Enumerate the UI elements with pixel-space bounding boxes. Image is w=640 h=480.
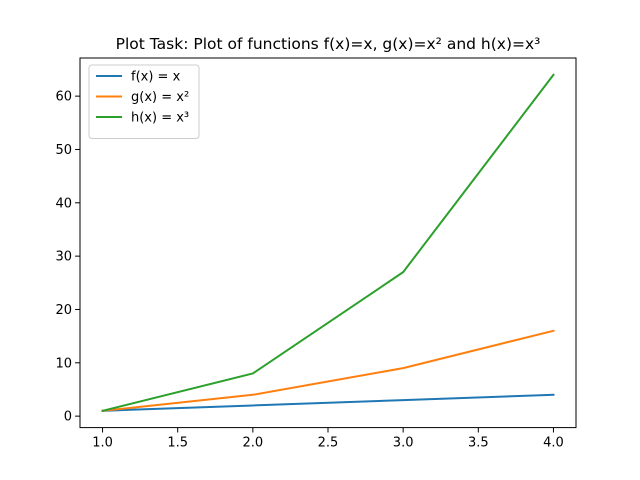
series-line-g xyxy=(101,329,555,412)
series-line-f xyxy=(101,393,555,412)
y-axis: 0 10 20 30 40 50 60 xyxy=(55,90,80,425)
series-line-h xyxy=(101,73,555,413)
y-tick-label: 50 xyxy=(55,143,72,158)
y-tick-label: 60 xyxy=(55,90,72,105)
x-tick-label: 4.0 xyxy=(543,436,564,451)
x-tick-label: 3.0 xyxy=(393,436,414,451)
y-tick-label: 10 xyxy=(55,356,72,371)
x-axis: 1.0 1.5 2.0 2.5 3.0 3.5 4.0 xyxy=(92,427,564,451)
x-tick-label: 1.5 xyxy=(167,436,188,451)
y-tick-label: 40 xyxy=(55,196,72,211)
legend-label-f: f(x) = x xyxy=(131,70,181,85)
legend-label-h: h(x) = x³ xyxy=(131,111,189,126)
x-tick-label: 2.5 xyxy=(318,436,339,451)
plot-frame xyxy=(79,57,577,429)
x-tick-label: 3.5 xyxy=(468,436,489,451)
chart-title: Plot Task: Plot of functions f(x)=x, g(x… xyxy=(116,35,541,53)
x-tick-label: 2.0 xyxy=(243,436,264,451)
plot-series xyxy=(101,73,555,413)
legend-label-g: g(x) = x² xyxy=(131,90,189,105)
legend-box xyxy=(88,64,200,139)
x-tick-label: 1.0 xyxy=(92,436,113,451)
y-tick-label: 0 xyxy=(64,410,72,425)
y-tick-label: 30 xyxy=(55,250,72,265)
y-tick-label: 20 xyxy=(55,303,72,318)
legend: f(x) = x g(x) = x² h(x) = x³ xyxy=(88,64,200,139)
